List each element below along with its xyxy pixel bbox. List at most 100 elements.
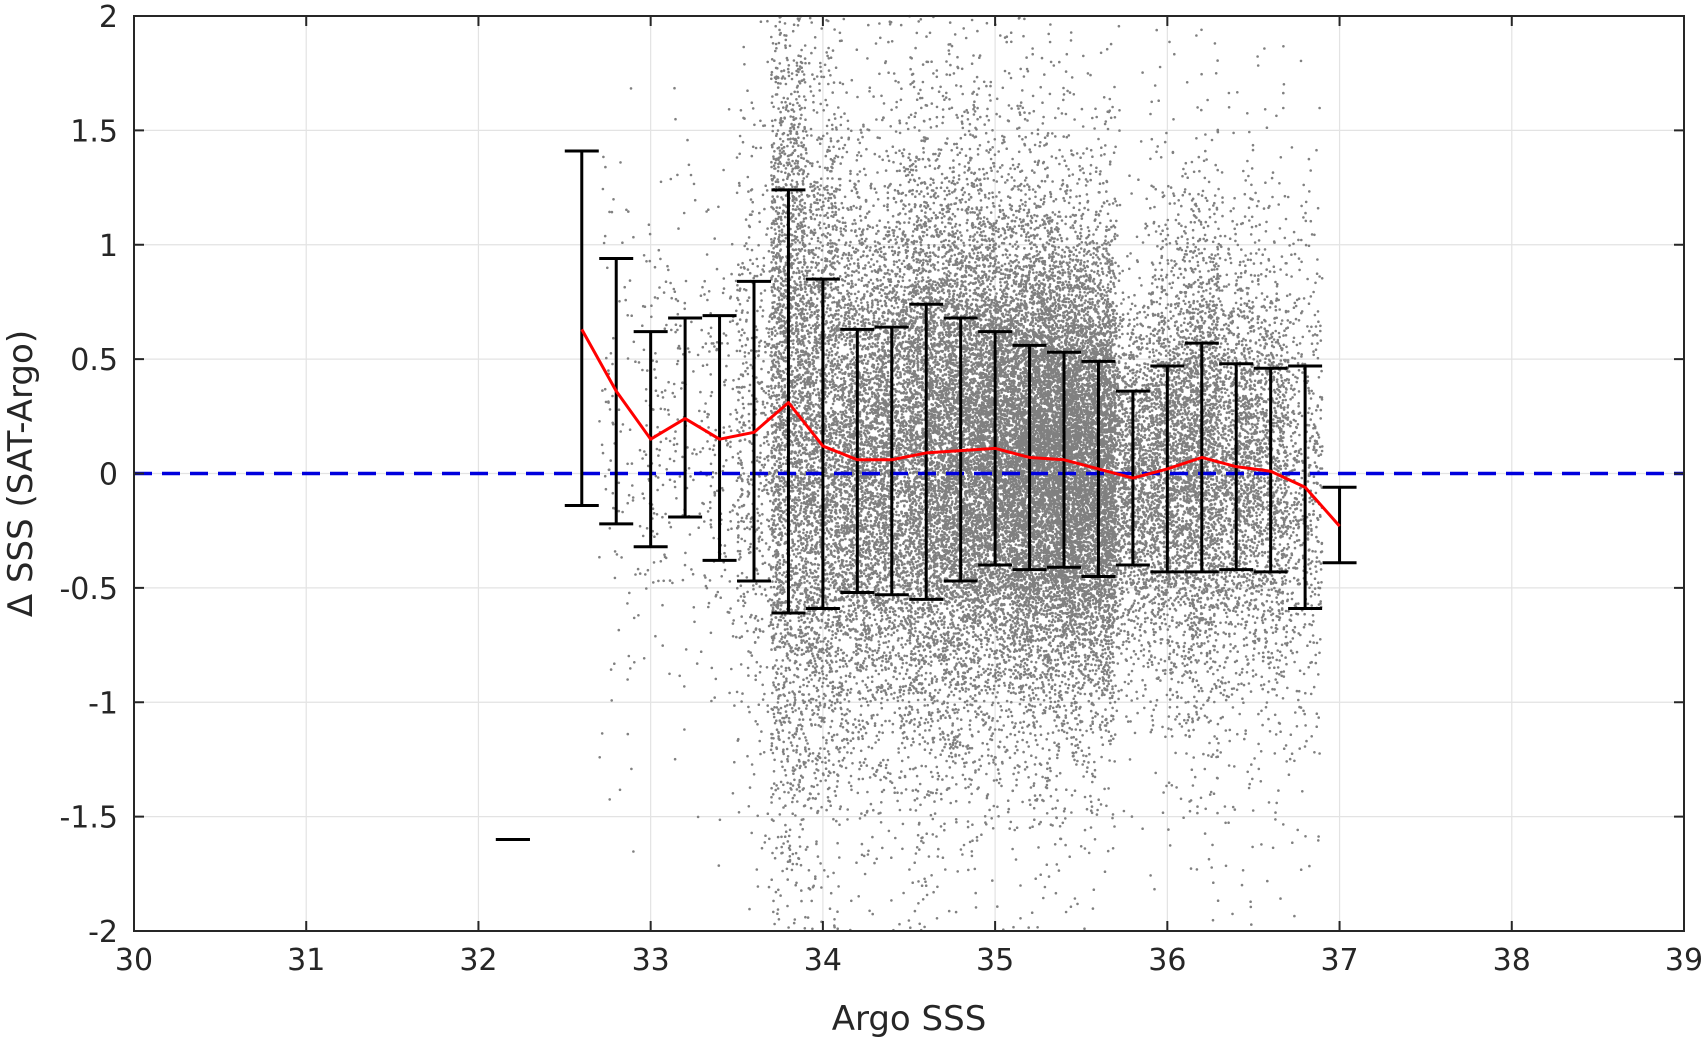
scatter-point-1484 — [784, 532, 787, 536]
scatter-point-2999 — [780, 228, 784, 232]
scatter-point-2222 — [770, 449, 773, 453]
scatter-point-378 — [733, 760, 736, 764]
scatter-point-918 — [756, 885, 760, 888]
scatter-point-3661 — [837, 238, 841, 242]
scatter-point-1984 — [799, 490, 802, 494]
scatter-point-3091 — [778, 738, 781, 741]
scatter-point-1844 — [796, 182, 799, 186]
scatter-point-2174 — [771, 732, 774, 736]
scatter-point-501 — [769, 748, 773, 752]
scatter-point-1274 — [788, 102, 792, 105]
scatter-point-677 — [767, 320, 771, 323]
scatter-point-2550 — [796, 539, 800, 543]
scatter-point-3282 — [784, 666, 788, 670]
scatter-point-4220 — [810, 617, 813, 621]
scatter-point-687 — [763, 588, 767, 591]
scatter-point-3241 — [792, 692, 796, 695]
scatter-point-257 — [672, 443, 676, 447]
scatter-point-4851 — [830, 464, 833, 468]
scatter-point-796 — [740, 537, 743, 541]
scatter-point-4868 — [809, 185, 812, 189]
scatter-point-3032 — [770, 604, 773, 607]
scatter-point-440 — [707, 413, 710, 416]
scatter-point-4565 — [820, 659, 824, 663]
scatter-point-2738 — [800, 224, 803, 228]
scatter-point-761 — [751, 145, 755, 149]
scatter-point-2856 — [799, 153, 803, 156]
scatter-point-3134 — [780, 672, 783, 675]
scatter-point-2458 — [778, 428, 782, 432]
scatter-point-662 — [749, 520, 752, 524]
scatter-point-3542 — [829, 307, 832, 310]
scatter-point-1712 — [797, 707, 801, 710]
scatter-point-812 — [749, 198, 753, 201]
scatter-point-4107 — [808, 323, 811, 327]
scatter-point-3234 — [791, 400, 795, 404]
scatter-point-4257 — [820, 685, 824, 688]
scatter-point-3573 — [821, 194, 825, 197]
scatter-point-2723 — [780, 665, 783, 668]
scatter-point-3276 — [778, 302, 781, 306]
scatter-point-694 — [738, 184, 741, 187]
scatter-point-806 — [740, 635, 744, 638]
scatter-point-4503 — [817, 619, 820, 622]
scatter-point-686 — [742, 423, 745, 427]
scatter-point-4801 — [829, 282, 832, 286]
scatter-point-2910 — [776, 672, 779, 675]
scatter-point-305 — [676, 418, 679, 421]
scatter-point-395 — [735, 309, 738, 313]
scatter-point-2231 — [782, 209, 785, 213]
scatter-point-1114 — [786, 757, 789, 761]
scatter-point-3499 — [817, 391, 820, 394]
scatter-point-2773 — [780, 760, 783, 763]
scatter-point-4871 — [808, 361, 812, 364]
scatter-point-1387 — [803, 473, 807, 476]
scatter-point-2868 — [795, 730, 798, 733]
scatter-point-2877 — [792, 704, 796, 707]
scatter-point-734 — [761, 309, 765, 312]
scatter-point-3687 — [806, 579, 809, 583]
scatter-point-4191 — [817, 792, 820, 796]
scatter-point-2907 — [774, 580, 778, 583]
scatter-point-4733 — [833, 393, 837, 397]
scatter-point-4731 — [834, 794, 838, 797]
scatter-point-280 — [693, 448, 696, 451]
scatter-point-1369 — [772, 819, 775, 823]
scatter-point-3760 — [829, 442, 832, 446]
scatter-point-85 — [661, 483, 665, 487]
scatter-point-2324 — [797, 430, 801, 434]
scatter-point-2351 — [800, 618, 803, 622]
scatter-point-1481 — [775, 728, 779, 731]
scatter-point-2479 — [804, 915, 807, 919]
scatter-point-3359 — [806, 312, 809, 315]
scatter-point-2557 — [796, 572, 799, 575]
scatter-point-2799 — [790, 351, 794, 354]
scatter-point-1461 — [796, 397, 800, 401]
scatter-point-4697 — [812, 233, 816, 237]
scatter-point-193 — [651, 507, 655, 511]
scatter-point-2985 — [782, 371, 786, 374]
scatter-point-2551 — [791, 103, 795, 107]
scatter-point-3113 — [779, 894, 782, 897]
scatter-point-186 — [645, 260, 648, 263]
scatter-point-3988 — [827, 326, 830, 330]
scatter-point-59 — [627, 654, 631, 658]
scatter-point-3747 — [826, 232, 830, 235]
scatter-point-417 — [727, 108, 731, 111]
scatter-point-195 — [674, 449, 677, 453]
scatter-point-311 — [722, 431, 726, 434]
scatter-point-611 — [737, 330, 741, 333]
scatter-point-1154 — [790, 275, 794, 279]
scatter-point-1204 — [779, 123, 783, 127]
scatter-point-2437 — [774, 448, 777, 452]
scatter-point-3262 — [792, 248, 796, 252]
scatter-point-4837 — [820, 233, 824, 237]
scatter-point-486 — [749, 615, 752, 619]
scatter-point-162 — [644, 573, 647, 576]
scatter-point-3174 — [796, 476, 800, 480]
scatter-point-500 — [755, 528, 759, 531]
scatter-point-271 — [674, 117, 677, 121]
scatter-point-281 — [676, 346, 680, 350]
scatter-point-2477 — [790, 108, 793, 112]
scatter-point-3385 — [811, 760, 814, 763]
